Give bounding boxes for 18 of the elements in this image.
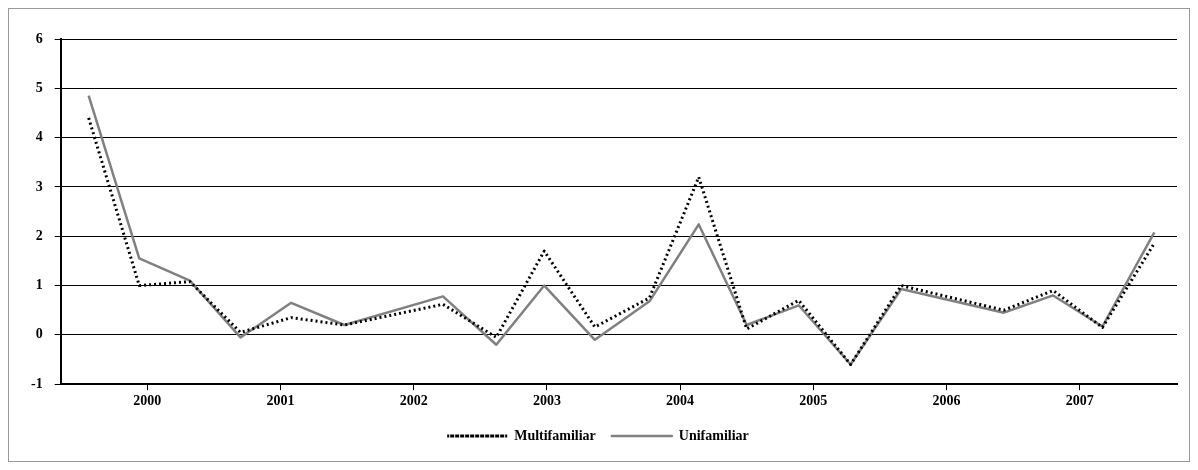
x-tick-label: 2001 <box>266 393 295 409</box>
legend-label: Unifamiliar <box>678 427 749 443</box>
y-tick-label: 1 <box>35 277 43 293</box>
y-tick-label: 3 <box>35 178 43 194</box>
y-tick-label: -1 <box>30 375 43 391</box>
x-tick-label: 2005 <box>799 393 828 409</box>
x-tick-label: 2006 <box>932 393 961 409</box>
legend-label: Multifamiliar <box>514 427 596 443</box>
x-tick-label: 2000 <box>133 393 162 409</box>
x-tick-label: 2002 <box>399 393 428 409</box>
y-tick-label: 4 <box>35 129 43 145</box>
y-tick-label: 2 <box>35 227 43 243</box>
y-tick-label: 6 <box>35 30 43 46</box>
x-tick-label: 2004 <box>666 393 695 409</box>
y-tick-label: 0 <box>35 326 43 342</box>
x-tick-label: 2003 <box>532 393 561 409</box>
x-tick-label: 2007 <box>1065 393 1094 409</box>
y-tick-label: 5 <box>35 79 43 95</box>
